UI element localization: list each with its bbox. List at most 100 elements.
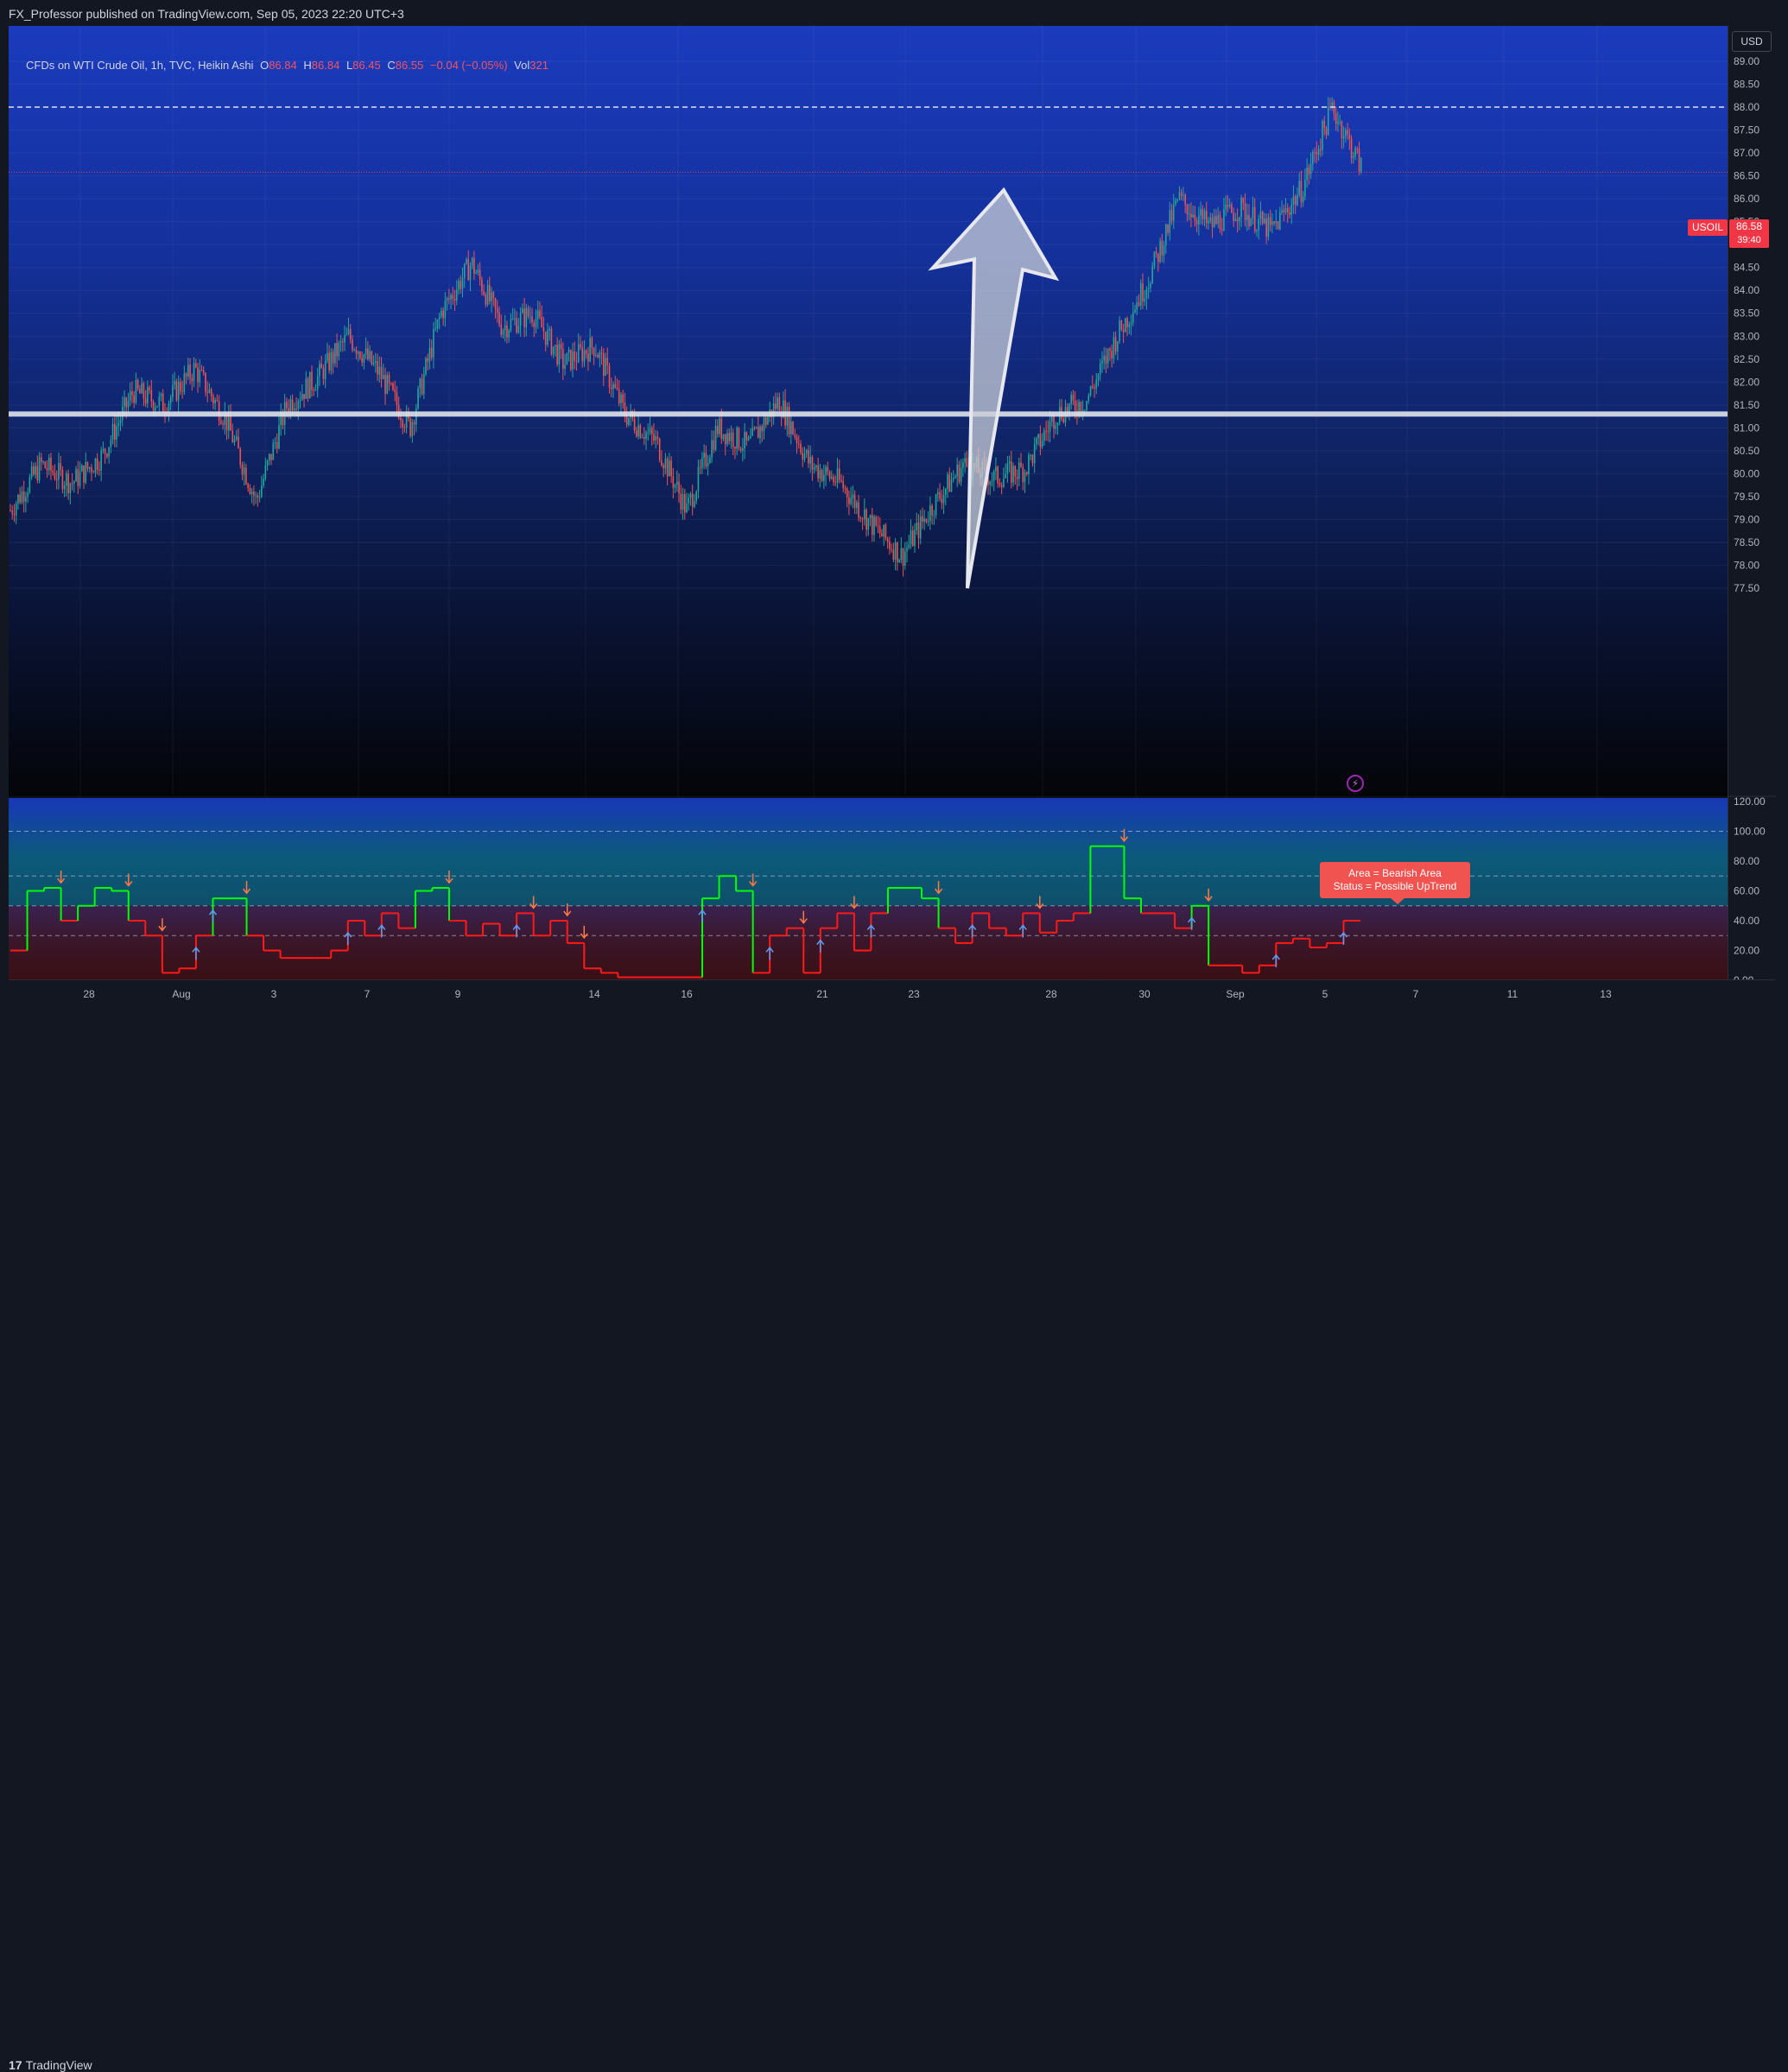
candle-body [931, 505, 933, 516]
candle-body [914, 529, 916, 547]
candle-body [174, 381, 175, 385]
candle-body [775, 403, 777, 409]
candle-body [682, 494, 684, 510]
candle-body [877, 525, 879, 527]
candle-body [344, 334, 346, 343]
candle-body [278, 425, 280, 449]
lightning-icon[interactable]: ⚡ [1347, 775, 1364, 792]
candle-body [864, 510, 865, 520]
time-scale[interactable]: 28 Aug 3 7 9 14 16 21 23 28 30 Sep 5 7 11 13 [9, 979, 1775, 1025]
candle-body [1294, 196, 1297, 206]
tradingview-logo[interactable]: 17 TradingView [9, 2058, 92, 2072]
candle-body [1139, 283, 1142, 306]
indicator-line [10, 845, 1360, 979]
candle-body [759, 426, 761, 439]
candle-body [417, 388, 419, 409]
candle-body [301, 394, 303, 400]
candle-body [1316, 152, 1318, 155]
candles-group [10, 97, 1362, 577]
candle-body [197, 367, 199, 383]
sell-arrow-icon [1036, 896, 1044, 909]
candle-body [133, 395, 135, 403]
status-callout: Area = Bearish Area Status = Possible Up… [1320, 862, 1470, 898]
candle-body [492, 292, 495, 299]
candle-body [830, 477, 833, 479]
candle-body [535, 319, 537, 327]
candle-body [1236, 219, 1239, 221]
candle-body [235, 436, 238, 440]
price-pane[interactable]: CFDs on WTI Crude Oil, 1h, TVC, Heikin A… [9, 26, 1728, 796]
candle-body [1195, 220, 1198, 225]
candle-body [999, 483, 1001, 485]
candle-body [21, 491, 23, 503]
candle-body [67, 473, 69, 493]
buy-arrow-icon [1018, 924, 1027, 938]
candle-body [834, 481, 837, 483]
candle-body [1239, 217, 1240, 221]
candle-body [162, 393, 164, 412]
candle-body [1264, 218, 1265, 224]
candle-body [378, 366, 381, 375]
sell-arrow-icon [529, 896, 538, 909]
candle-body [742, 448, 744, 451]
candle-body [380, 366, 383, 380]
candle-body [828, 472, 831, 479]
candle-body [833, 477, 834, 482]
candle-body [1292, 196, 1295, 205]
candle-body [919, 516, 922, 539]
symbol-legend[interactable]: CFDs on WTI Crude Oil, 1h, TVC, Heikin A… [26, 59, 548, 72]
candle-body [778, 397, 781, 412]
candle-body [372, 362, 375, 364]
candle-body [263, 478, 264, 486]
candle-body [111, 423, 114, 440]
candle-body [1348, 134, 1351, 139]
indicator-svg[interactable] [9, 798, 1728, 979]
candle-body [220, 420, 222, 424]
candle-body [1271, 221, 1273, 225]
candle-body [751, 428, 753, 436]
candle-body [987, 475, 989, 485]
candle-body [732, 432, 734, 447]
candle-body [1269, 217, 1271, 225]
candle-body [444, 301, 447, 319]
candle-body [956, 464, 958, 477]
candle-body [608, 365, 611, 388]
candle-body [1062, 418, 1065, 422]
candle-body [567, 349, 570, 353]
candle-body [427, 358, 429, 362]
candle-body [764, 417, 767, 425]
candle-body [1126, 318, 1128, 327]
time-tick-label: 3 [271, 988, 277, 1000]
candle-body [1281, 210, 1283, 212]
price-tick-label: 86.00 [1734, 193, 1759, 205]
candle-body [272, 442, 275, 460]
candle-body [149, 387, 150, 390]
currency-button[interactable]: USD [1732, 31, 1772, 52]
candle-body [79, 471, 81, 486]
candle-body [212, 396, 214, 403]
candle-body [1350, 138, 1353, 158]
candle-body [569, 349, 572, 370]
time-tick-label: 30 [1138, 988, 1151, 1000]
candle-body [1250, 219, 1252, 226]
indicator-pane[interactable] [9, 798, 1728, 979]
candle-body [1078, 402, 1080, 415]
candle-body [1033, 444, 1036, 464]
candle-body [1253, 206, 1256, 231]
candle-body [948, 474, 951, 492]
candle-body [214, 400, 216, 403]
published-info: FX_Professor published on TradingView.co… [9, 7, 404, 21]
candle-body [1155, 251, 1157, 254]
candle-body [280, 412, 282, 426]
candle-body [352, 339, 353, 350]
candle-body [270, 453, 272, 460]
candle-body [104, 448, 106, 454]
candle-body [114, 423, 116, 440]
price-scale[interactable]: 89.0088.5088.0087.5087.0086.5086.0085.50… [1728, 26, 1776, 979]
candle-body [377, 361, 378, 375]
candle-body [106, 453, 108, 457]
candle-body [52, 470, 54, 473]
price-chart-svg[interactable] [9, 26, 1728, 796]
candle-body [523, 308, 525, 327]
candle-body [180, 382, 181, 391]
